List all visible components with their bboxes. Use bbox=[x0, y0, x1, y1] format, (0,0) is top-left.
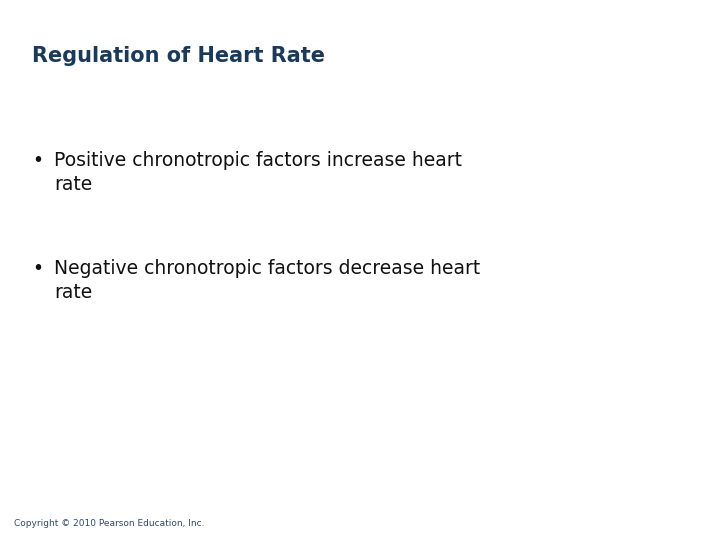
Text: Regulation of Heart Rate: Regulation of Heart Rate bbox=[32, 46, 325, 66]
Text: Negative chronotropic factors decrease heart
rate: Negative chronotropic factors decrease h… bbox=[54, 259, 480, 302]
Text: Copyright © 2010 Pearson Education, Inc.: Copyright © 2010 Pearson Education, Inc. bbox=[14, 519, 205, 528]
Text: •: • bbox=[32, 259, 43, 278]
Text: Positive chronotropic factors increase heart
rate: Positive chronotropic factors increase h… bbox=[54, 151, 462, 194]
Text: •: • bbox=[32, 151, 43, 170]
